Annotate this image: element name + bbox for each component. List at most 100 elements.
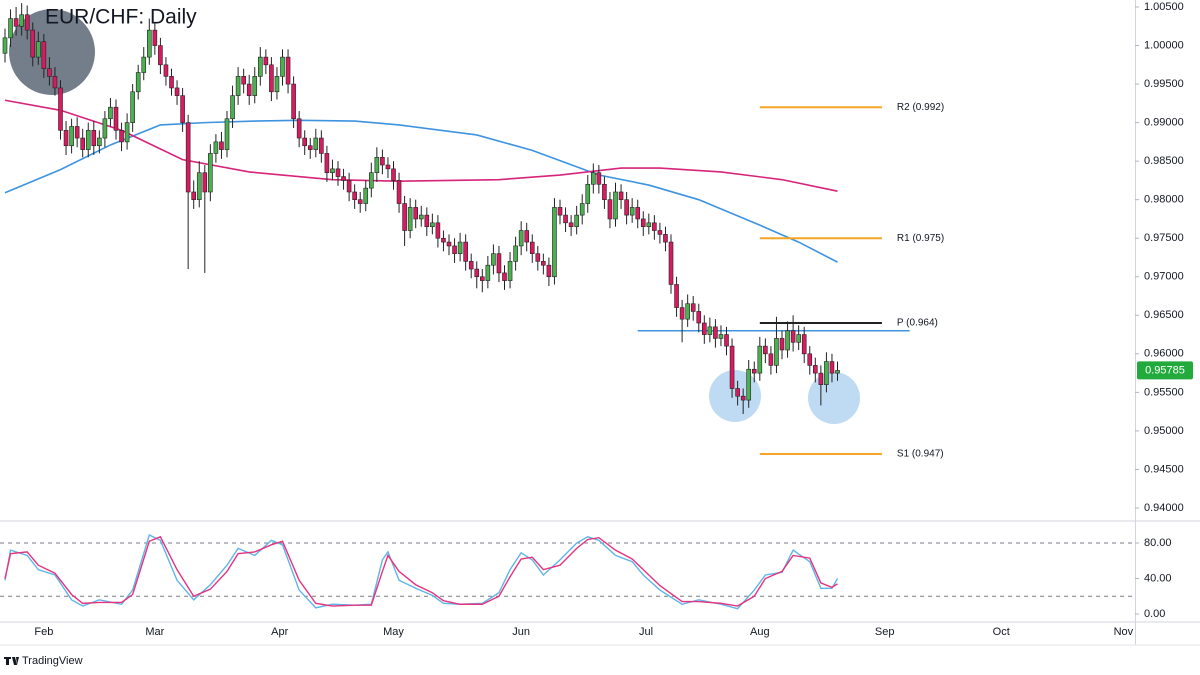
candle-body [718,334,724,339]
candle-body [91,130,97,147]
candle-body [663,234,668,243]
y-tick-label: 1.00500 [1144,1,1184,13]
candle-body [779,338,785,351]
pivot-label: R2 (0.992) [897,102,944,113]
candle-body [707,326,713,335]
y-tick-label: 0.96000 [1144,348,1184,360]
candle-body [735,388,740,397]
candle-body [341,176,346,181]
x-tick-label: Jul [639,626,653,638]
candle-body [252,76,258,96]
candle-body [807,353,813,366]
x-tick-label: Oct [993,626,1010,638]
x-tick-label: Apr [271,626,288,638]
candle-body [141,56,147,73]
candle-body [380,157,385,166]
footer-text: TradingView [22,655,83,667]
candle-body [813,365,818,374]
candle-body [158,45,163,66]
candle-body [801,334,807,355]
candle-body [613,191,618,220]
y-tick-label: 0.95500 [1144,386,1184,398]
x-tick-label: Nov [1114,626,1134,638]
candle-body [474,268,480,278]
candle-body [374,157,380,174]
candle-body [441,237,446,243]
candle-body [274,76,280,93]
candle-body [463,241,468,262]
candle-body [535,253,541,262]
pivot-label: R1 (0.975) [897,233,944,244]
last-price-label: 0.95785 [1145,364,1185,376]
candle-body [196,172,202,200]
candle-body [319,137,324,154]
candle-body [829,361,835,374]
candle-body [113,106,119,131]
candle-body [579,203,585,216]
candle-body [485,264,491,281]
candle-body [541,261,546,266]
candle-body [335,168,341,177]
candle-body [302,137,307,147]
candle-body [618,191,624,200]
y-tick-label: 0.98000 [1144,194,1184,206]
candle-body [235,76,241,96]
candle-body [413,207,419,220]
candle-body [430,222,435,227]
candle-body [696,311,702,324]
candle-body [624,199,629,216]
x-tick-label: Aug [750,626,770,638]
candle-body [352,191,357,200]
candle-body [563,214,568,224]
candle-body [668,241,674,285]
candle-body [97,137,102,147]
candle-body [330,168,335,174]
candle-body [180,95,185,123]
candle-body [291,83,296,120]
moving-average [4,99,838,192]
candle-body [35,41,41,58]
candle-body [835,370,840,374]
x-tick-label: Feb [34,626,53,638]
x-tick-label: Jun [512,626,530,638]
candle-body [58,87,63,131]
candle-body [369,172,374,189]
candle-body [30,29,36,58]
candle-body [19,14,24,27]
y-tick-label: 0.95000 [1144,425,1184,437]
candle-body [824,361,829,385]
y-tick-label: 0.98500 [1144,155,1184,167]
candle-body [13,18,19,27]
candle-body [119,130,124,143]
candle-body [713,326,718,339]
y-tick-label: 0.00 [1144,608,1165,620]
candle-body [285,56,291,85]
candle-body [496,253,502,274]
candle-body [202,172,208,193]
candle-body [629,207,635,216]
candle-body [424,214,430,227]
pivot-label: P (0.964) [897,318,938,329]
candle-body [435,222,441,239]
candle-body [796,334,801,343]
candle-body [385,164,391,170]
candle-body [85,130,91,150]
candle-body [246,83,252,96]
candle-body [169,76,174,89]
candle-body [552,207,557,278]
candle-body [751,368,757,374]
candle-body [313,137,319,150]
candle-body [690,303,696,312]
candle-body [224,118,230,150]
candle-body [8,18,13,39]
candle-body [363,187,369,204]
candle-body [219,141,224,150]
candle-body [402,203,407,231]
candle-body [596,172,602,185]
y-tick-label: 0.99000 [1144,117,1184,129]
candle-body [80,137,85,150]
candle-body [108,106,113,120]
candle-body [679,307,685,320]
